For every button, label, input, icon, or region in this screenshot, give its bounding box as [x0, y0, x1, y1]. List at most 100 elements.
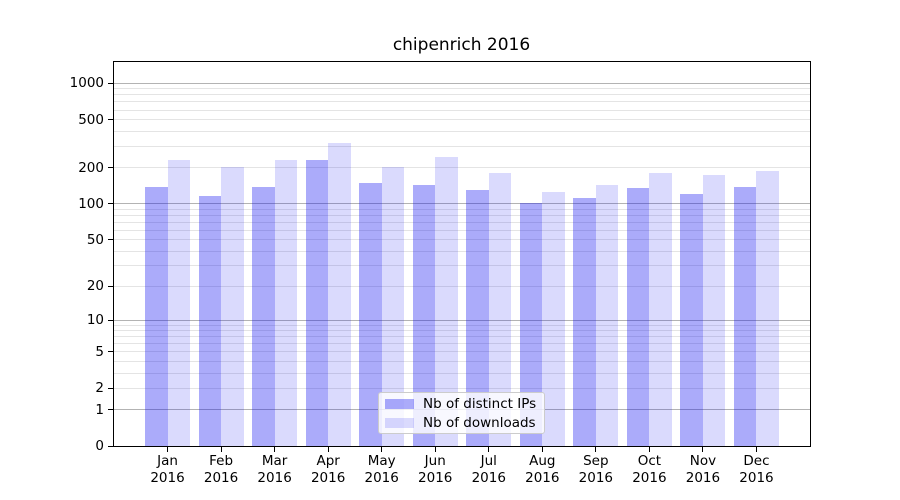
y-tick-label: 1	[95, 401, 104, 418]
gridline-minor	[114, 265, 810, 267]
legend-label-downloads: Nb of downloads	[423, 414, 536, 431]
gridline-minor	[114, 360, 810, 362]
bar-distinct-ips-jun	[412, 185, 436, 446]
y-tick-label: 500	[78, 111, 104, 128]
bar-downloads-dec	[756, 170, 779, 446]
y-tick-mark	[108, 409, 113, 411]
gridline-minor	[114, 214, 810, 216]
y-tick-label: 100	[78, 195, 104, 212]
legend-row: Nb of downloads	[385, 415, 544, 431]
bar-downloads-sep	[595, 184, 619, 446]
legend-row: Nb of distinct IPs	[385, 396, 544, 412]
bar-downloads-jan	[167, 160, 191, 446]
gridline-minor	[114, 336, 810, 338]
x-tick-mark	[702, 447, 704, 452]
x-tick-label: Feb 2016	[203, 453, 239, 486]
y-tick-mark	[108, 119, 113, 121]
y-tick-label: 50	[86, 231, 104, 248]
x-tick-label: May 2016	[364, 453, 399, 486]
gridline-minor	[114, 145, 810, 147]
bar-distinct-ips-jan	[145, 187, 168, 446]
x-tick-mark	[488, 447, 490, 452]
gridline-minor	[114, 88, 810, 90]
bar-distinct-ips-feb	[198, 195, 222, 446]
x-tick-label: Sep 2016	[578, 453, 614, 486]
bar-distinct-ips-sep	[573, 197, 596, 446]
legend: Nb of distinct IPs Nb of downloads	[378, 392, 545, 434]
legend-swatch-distinct-ips	[385, 398, 414, 409]
bar-distinct-ips-apr	[305, 159, 329, 446]
x-tick-label: Oct 2016	[632, 453, 667, 486]
gridline-major	[114, 319, 810, 321]
x-tick-mark	[595, 447, 597, 452]
bar-distinct-ips-dec	[733, 186, 757, 446]
y-tick-mark	[108, 167, 113, 169]
gridline-minor	[114, 343, 810, 345]
bar-distinct-ips-mar	[252, 186, 275, 446]
gridline-minor	[114, 130, 810, 132]
x-tick-label: Jul 2016	[471, 453, 506, 486]
x-tick-label: Dec 2016	[739, 453, 774, 486]
bar-downloads-may	[381, 167, 405, 446]
y-tick-mark	[108, 82, 113, 84]
gridline-minor	[114, 351, 810, 353]
y-tick-mark	[108, 319, 113, 321]
gridline-minor	[114, 229, 810, 231]
gridline-minor	[114, 221, 810, 223]
y-tick-mark	[108, 351, 113, 353]
gridline-minor	[114, 94, 810, 96]
bar-distinct-ips-nov	[680, 193, 703, 446]
y-tick-label: 5	[95, 343, 104, 360]
x-tick-label: Apr 2016	[310, 453, 346, 486]
x-tick-mark	[220, 447, 222, 452]
x-tick-mark	[755, 447, 757, 452]
bar-distinct-ips-aug	[519, 202, 543, 446]
bar-downloads-aug	[542, 192, 565, 446]
gridline-minor	[114, 330, 810, 332]
bar-downloads-mar	[274, 159, 298, 446]
y-tick-mark	[108, 285, 113, 287]
legend-swatch-downloads	[385, 417, 414, 428]
x-tick-label: Aug 2016	[525, 453, 560, 486]
y-tick-label: 200	[78, 159, 104, 176]
x-tick-label: Nov 2016	[685, 453, 721, 486]
gridline-minor	[114, 324, 810, 326]
x-tick-mark	[381, 447, 383, 452]
gridline-minor	[114, 285, 810, 287]
y-tick-mark	[108, 387, 113, 389]
bar-downloads-nov	[702, 174, 726, 446]
bar-distinct-ips-jul	[466, 190, 489, 446]
y-tick-label: 20	[86, 278, 104, 295]
gridline-minor	[114, 208, 810, 210]
bar-downloads-feb	[221, 167, 244, 446]
x-tick-mark	[648, 447, 650, 452]
chart-title: chipenrich 2016	[392, 35, 531, 55]
y-tick-label: 2	[95, 380, 104, 397]
x-tick-label: Jun 2016	[418, 453, 453, 486]
gridline-major	[114, 82, 810, 84]
gridline-minor	[114, 239, 810, 241]
bar-downloads-oct	[649, 172, 672, 446]
gridline-minor	[114, 167, 810, 169]
x-tick-mark	[167, 447, 169, 452]
bar-downloads-jun	[435, 156, 458, 446]
bar-downloads-jul	[488, 172, 512, 446]
x-tick-mark	[274, 447, 276, 452]
legend-label-distinct-ips: Nb of distinct IPs	[423, 395, 537, 412]
gridline-minor	[114, 119, 810, 121]
gridline-minor	[114, 101, 810, 103]
y-tick-mark	[108, 445, 113, 447]
x-tick-mark	[541, 447, 543, 452]
plot-area: 0 1 2 5 10 20 50 100 200 500 1000 Jan 2016 Feb 2016 Mar…	[70, 61, 811, 486]
x-tick-mark	[434, 447, 436, 452]
gridline-minor	[114, 109, 810, 111]
y-tick-label: 10	[86, 312, 104, 329]
y-tick-label: 0	[95, 438, 104, 454]
x-tick-label: Jan 2016	[150, 453, 185, 486]
y-tick-label: 1000	[69, 75, 104, 92]
bar-distinct-ips-oct	[626, 188, 650, 446]
y-tick-mark	[108, 203, 113, 205]
y-tick-mark	[108, 239, 113, 241]
x-tick-label: Mar 2016	[257, 453, 292, 486]
